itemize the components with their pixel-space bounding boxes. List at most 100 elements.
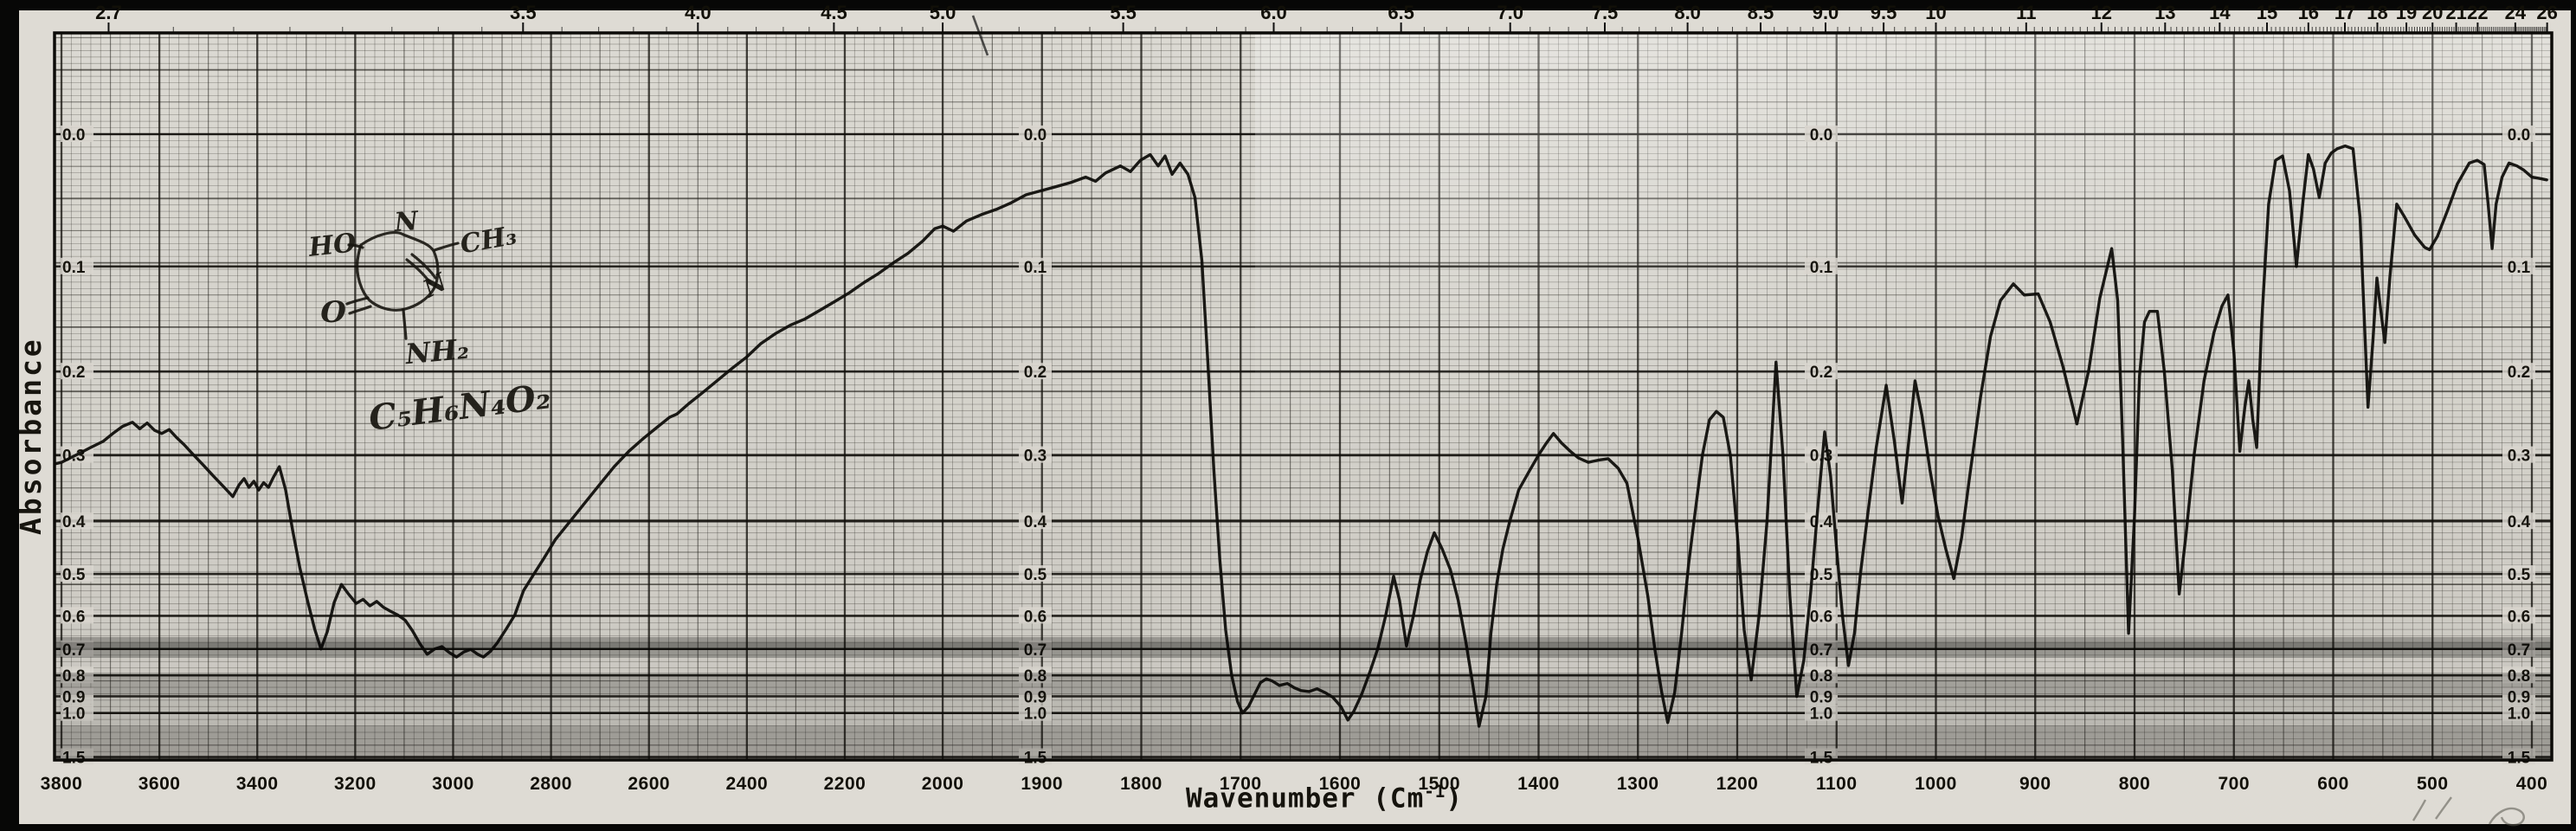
svg-text:0.2: 0.2 [2508, 364, 2530, 382]
svg-text:0.9: 0.9 [1024, 688, 1046, 706]
svg-text:0.4: 0.4 [62, 513, 86, 531]
svg-text:3000: 3000 [432, 774, 474, 794]
svg-text:N: N [392, 206, 420, 238]
svg-text:500: 500 [2417, 774, 2449, 794]
svg-text:0.6: 0.6 [62, 608, 85, 626]
svg-text:8.5: 8.5 [1748, 2, 1774, 23]
svg-text:8.0: 8.0 [1674, 2, 1701, 23]
x-axis-title-close: ) [1446, 783, 1464, 815]
svg-text:0.7: 0.7 [1810, 641, 1832, 660]
svg-text:0.0: 0.0 [1810, 126, 1832, 145]
svg-text:NH₂: NH₂ [403, 332, 471, 370]
svg-text:3.5: 3.5 [510, 2, 537, 23]
svg-text:0.2: 0.2 [62, 364, 85, 382]
svg-text:21: 21 [2445, 2, 2466, 23]
svg-text:3400: 3400 [236, 774, 279, 794]
svg-text:11: 11 [2016, 2, 2036, 23]
svg-text:7.5: 7.5 [1592, 2, 1619, 23]
svg-text:0.5: 0.5 [1810, 566, 1833, 584]
svg-text:5.0: 5.0 [930, 2, 956, 23]
svg-text:1.0: 1.0 [62, 705, 85, 724]
svg-text:HO: HO [306, 228, 357, 263]
svg-text:5.5: 5.5 [1110, 2, 1137, 23]
svg-text:0.4: 0.4 [2508, 513, 2531, 531]
svg-text:0.6: 0.6 [1810, 608, 1832, 626]
svg-text:16: 16 [2298, 2, 2319, 23]
svg-text:6.0: 6.0 [1260, 2, 1287, 23]
svg-text:700: 700 [2218, 774, 2250, 794]
svg-text:15: 15 [2257, 2, 2277, 23]
svg-text:4.0: 4.0 [685, 2, 712, 23]
svg-text:6.5: 6.5 [1388, 2, 1414, 23]
svg-text:2400: 2400 [725, 774, 768, 794]
svg-text:0.5: 0.5 [62, 566, 86, 584]
pencil-scribble [2412, 796, 2525, 827]
svg-text:0.1: 0.1 [1810, 259, 1833, 277]
svg-text:0.3: 0.3 [1024, 448, 1046, 466]
svg-text:600: 600 [2317, 774, 2349, 794]
svg-text:1100: 1100 [1816, 774, 1858, 794]
svg-text:400: 400 [2516, 774, 2548, 794]
graph-paper-grid [55, 33, 2552, 760]
svg-text:2600: 2600 [628, 774, 670, 794]
svg-text:1400: 1400 [1517, 774, 1560, 794]
svg-text:1.5: 1.5 [2508, 750, 2531, 768]
svg-text:1700: 1700 [1220, 774, 1262, 794]
svg-text:22: 22 [2467, 2, 2488, 23]
svg-text:0.4: 0.4 [1024, 513, 1047, 531]
svg-text:0.2: 0.2 [1024, 364, 1046, 382]
svg-text:1.5: 1.5 [62, 750, 86, 768]
svg-text:0.0: 0.0 [2508, 126, 2530, 145]
wavenumber-axis: 3800 3600 3400 3200 3000 2800 2600 2400 2200 2000… [41, 774, 2548, 794]
x-axis-title-text: Wavenumber (Cm [1185, 783, 1425, 815]
svg-text:0.9: 0.9 [2508, 688, 2530, 706]
svg-text:0.8: 0.8 [1810, 667, 1832, 686]
svg-text:26: 26 [2536, 2, 2557, 23]
svg-text:20: 20 [2422, 2, 2443, 23]
svg-text:1.0: 1.0 [2508, 705, 2530, 724]
svg-text:1.0: 1.0 [1024, 705, 1046, 724]
svg-text:13: 13 [2154, 2, 2175, 23]
svg-text:0.5: 0.5 [2508, 566, 2531, 584]
micron-axis: 2.7 3.5 4.0 4.5 5.0 5.5 6.0 6.5 7.0 7.5 8.0 8.5 9.0 9… [95, 2, 2558, 33]
svg-text:0.8: 0.8 [62, 667, 85, 686]
svg-text:10: 10 [1925, 2, 1946, 23]
svg-text:1900: 1900 [1021, 774, 1063, 794]
svg-text:0.8: 0.8 [2508, 667, 2530, 686]
svg-text:9.0: 9.0 [1813, 2, 1839, 23]
svg-text:0.4: 0.4 [1810, 513, 1833, 531]
svg-text:7.0: 7.0 [1497, 2, 1523, 23]
svg-text:1300: 1300 [1617, 774, 1659, 794]
absorbance-scale-labels: 0.00.10.20.30.40.50.60.70.80.91.01.50.00… [61, 126, 2535, 768]
svg-text:0.9: 0.9 [1810, 688, 1832, 706]
svg-text:0.3: 0.3 [2508, 448, 2530, 466]
svg-text:18: 18 [2367, 2, 2387, 23]
svg-text:1500: 1500 [1418, 774, 1460, 794]
svg-text:14: 14 [2209, 2, 2231, 23]
svg-text:1000: 1000 [1915, 774, 1957, 794]
svg-text:1200: 1200 [1716, 774, 1759, 794]
svg-text:0.7: 0.7 [2508, 641, 2530, 660]
svg-text:0.6: 0.6 [1024, 608, 1046, 626]
svg-text:3600: 3600 [138, 774, 181, 794]
svg-text:2.7: 2.7 [95, 2, 122, 23]
spectrum-curve [53, 144, 2548, 728]
svg-text:1800: 1800 [1120, 774, 1162, 794]
svg-text:0.5: 0.5 [1024, 566, 1047, 584]
svg-text:9.5: 9.5 [1871, 2, 1897, 23]
plot-border [53, 31, 2553, 762]
svg-text:0.2: 0.2 [1810, 364, 1832, 382]
svg-text:12: 12 [2091, 2, 2112, 23]
x-axis-title-superscript: -1 [1424, 782, 1446, 802]
svg-text:3800: 3800 [41, 774, 83, 794]
svg-text:17: 17 [2334, 2, 2355, 23]
svg-text:4.5: 4.5 [821, 2, 847, 23]
svg-text:2000: 2000 [922, 774, 964, 794]
svg-text:1.5: 1.5 [1024, 750, 1047, 768]
svg-text:800: 800 [2119, 774, 2151, 794]
svg-text:900: 900 [2019, 774, 2051, 794]
svg-text:2200: 2200 [824, 774, 866, 794]
svg-text:0.8: 0.8 [1024, 667, 1046, 686]
